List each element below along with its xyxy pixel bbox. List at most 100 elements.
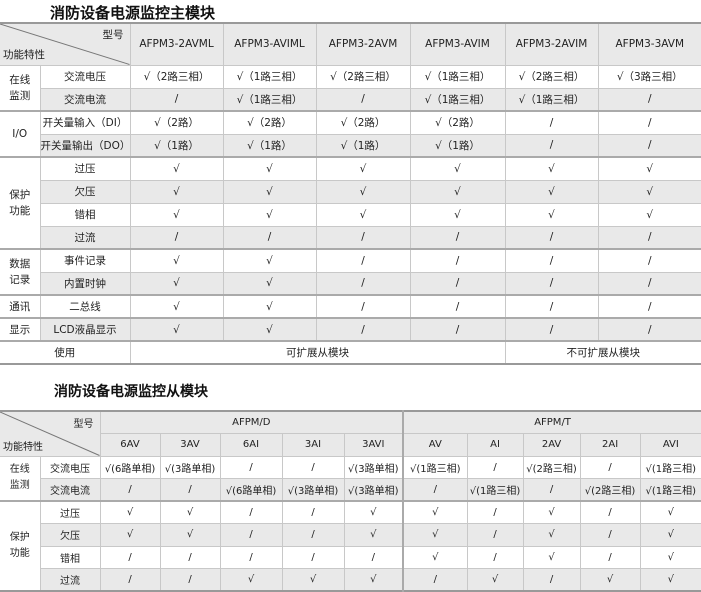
cell-value: √: [315, 156, 411, 181]
cell-value: /: [597, 133, 701, 158]
cell-value: √（1路）: [222, 133, 317, 158]
cell-value: /: [466, 523, 524, 547]
corner-model-label: 型号: [73, 419, 94, 430]
model-header: 3AI: [281, 433, 345, 457]
cell-value: /: [219, 455, 283, 479]
cell-value: √: [222, 317, 317, 342]
cell-value: /: [99, 568, 161, 592]
feature-label: 事件记录: [39, 248, 131, 273]
cell-value: √: [129, 271, 224, 296]
cell-value: √: [579, 568, 641, 592]
cell-value: /: [219, 523, 283, 547]
table-row: 保护功能 过压 √ √ / / √ √ / √ / √: [0, 500, 701, 592]
table-row: 错相 √ √ √ √ √ √: [0, 202, 701, 227]
cell-value: √: [159, 500, 221, 524]
usage-label: 使用: [0, 340, 131, 365]
group-label: 在线监测: [0, 64, 41, 112]
group-label: 保护功能: [0, 500, 41, 592]
table-row: 在线监测 交流电压 √(6路单相) √(3路单相) / / √(3路单相) √(1路三相) / √…: [0, 455, 701, 502]
cell-value: √: [522, 545, 581, 569]
table-row: I/O 开关量输入（DI） √（2路） √（2路） √（2路） √（2路） / /: [0, 110, 701, 158]
group-label: 保护功能: [0, 156, 41, 250]
model-header: 2AI: [579, 433, 641, 457]
cell-value: √(1路三相): [402, 455, 468, 479]
cell-value: /: [597, 317, 701, 342]
cell-value: √: [504, 179, 599, 204]
cell-value: /: [504, 225, 599, 250]
cell-value: √（1路三相）: [504, 87, 599, 112]
cell-value: /: [315, 271, 411, 296]
cell-value: √(1路三相): [639, 478, 701, 502]
cell-value: √: [402, 545, 468, 569]
table-row: 在线监测 交流电压 √（2路三相） √（1路三相） √（2路三相） √（1路三相） √（2路…: [0, 64, 701, 112]
feature-label: 交流电压: [39, 64, 131, 89]
corner-feature-label: 功能特性: [3, 48, 45, 61]
cell-value: /: [219, 545, 283, 569]
feature-label: LCD液晶显示: [39, 317, 131, 342]
cell-value: /: [504, 133, 599, 158]
cell-value: √: [315, 202, 411, 227]
table-row: 显示 LCD液晶显示 √ √ / / / /: [0, 317, 701, 342]
group-label: 在线监测: [0, 455, 41, 502]
cell-value: √(2路三相): [522, 455, 581, 479]
feature-label: 欠压: [40, 523, 101, 547]
cell-value: √（1路）: [129, 133, 224, 158]
model-header: 2AV: [522, 433, 581, 457]
cell-value: √: [466, 568, 524, 592]
cell-value: √（1路）: [409, 133, 506, 158]
cell-value: √（2路三相）: [129, 64, 224, 89]
cell-value: /: [504, 271, 599, 296]
cell-value: /: [315, 225, 411, 250]
group-label: 数据记录: [0, 248, 41, 296]
cell-value: /: [409, 294, 506, 319]
model-header: AFPM3-2AVIM: [504, 22, 599, 66]
model-header: 6AI: [219, 433, 283, 457]
cell-value: /: [402, 478, 468, 502]
cell-value: √: [639, 545, 701, 569]
feature-label: 错相: [40, 202, 131, 227]
cell-value: √: [409, 179, 506, 204]
cell-value: /: [281, 500, 345, 524]
group-label: 通讯: [0, 294, 41, 319]
feature-label: 过流: [40, 568, 101, 592]
cell-value: √: [639, 568, 701, 592]
cell-value: /: [129, 87, 224, 112]
cell-value: √（2路）: [409, 110, 506, 135]
model-header: AVI: [639, 433, 701, 457]
cell-value: √(1路三相): [639, 455, 701, 479]
corner-header: 型号功能特性: [0, 410, 101, 457]
cell-value: √(2路三相): [579, 478, 641, 502]
cell-value: /: [579, 523, 641, 547]
cell-value: /: [281, 455, 345, 479]
feature-label: 过压: [39, 500, 101, 524]
model-header: AFPM3-AVIML: [222, 22, 317, 66]
cell-value: √（2路三相）: [315, 64, 411, 89]
cell-value: /: [597, 248, 701, 273]
cell-value: √(3路单相): [159, 455, 221, 479]
cell-value: /: [504, 317, 599, 342]
cell-value: √: [315, 179, 411, 204]
cell-value: √: [639, 500, 701, 524]
usage-not-expandable: 不可扩展从模块: [504, 340, 701, 365]
model-header: AFPM3-2AVM: [315, 22, 411, 66]
cell-value: √: [522, 500, 581, 524]
table-row: 欠压 √ √ √ √ √ √: [0, 179, 701, 204]
main-module-title: 消防设备电源监控主模块: [50, 4, 216, 22]
cell-value: /: [159, 568, 221, 592]
cell-value: /: [466, 545, 524, 569]
feature-label: 内置时钟: [40, 271, 131, 296]
cell-value: /: [597, 87, 701, 112]
cell-value: √: [222, 248, 317, 273]
cell-value: √: [409, 156, 506, 181]
corner-feature-label: 功能特性: [3, 441, 43, 453]
feature-label: 开关量输入（DI）: [39, 110, 131, 135]
feature-label: 二总线: [39, 294, 131, 319]
cell-value: /: [579, 455, 641, 479]
table-row: 通讯 二总线 √ √ / / / /: [0, 294, 701, 319]
feature-label: 欠压: [40, 179, 131, 204]
cell-value: √: [504, 202, 599, 227]
feature-label: 交流电流: [40, 87, 131, 112]
cell-value: /: [219, 500, 283, 524]
cell-value: √: [222, 156, 317, 181]
cell-value: /: [315, 294, 411, 319]
